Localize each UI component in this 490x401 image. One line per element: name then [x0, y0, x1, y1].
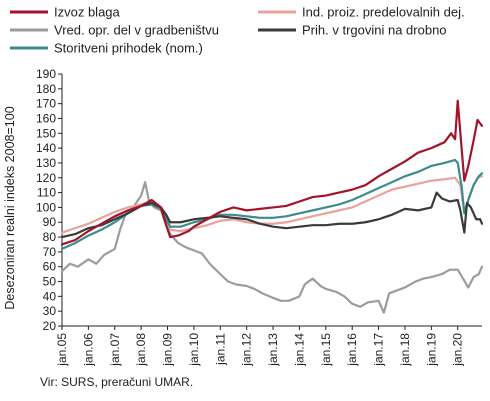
x-tick-label: jan.16 — [345, 333, 359, 367]
y-tick-label: 160 — [36, 111, 56, 125]
y-tick-label: 190 — [36, 67, 56, 81]
legend-label: Prih. v trgovini na drobno — [302, 23, 447, 38]
series-line-4 — [60, 158, 484, 251]
y-tick-label: 150 — [36, 126, 56, 140]
legend-label: Vred. opr. del v gradbeništvu — [54, 23, 219, 38]
plot-area — [60, 99, 484, 314]
y-tick-label: 60 — [43, 260, 57, 274]
y-tick-label: 110 — [37, 186, 56, 200]
y-tick-label: 30 — [43, 304, 57, 318]
legend-label: Izvoz blaga — [54, 5, 121, 20]
y-tick-label: 180 — [36, 82, 56, 96]
y-axis-label: Desezoniran realni indeks 2008=100 — [3, 106, 17, 309]
x-tick-label: jan.13 — [266, 333, 280, 367]
x-tick-label: jan.09 — [161, 333, 175, 367]
series-line-3 — [60, 191, 484, 239]
x-tick-label: jan.19 — [424, 333, 438, 367]
x-tick-label: jan.07 — [108, 333, 122, 367]
y-tick-label: 50 — [43, 275, 57, 289]
x-tick-label: jan.10 — [187, 333, 201, 367]
x-tick-label: jan.06 — [81, 333, 95, 367]
y-tick-label: 140 — [36, 141, 56, 155]
y-tick-label: 20 — [43, 319, 57, 333]
x-tick-label: jan.20 — [451, 333, 465, 367]
x-tick-label: jan.05 — [55, 333, 69, 367]
x-tick-label: jan.18 — [398, 333, 412, 367]
y-tick-label: 90 — [43, 215, 57, 229]
y-tick-label: 70 — [43, 245, 57, 259]
source-note: Vir: SURS, preračuni UMAR. — [40, 375, 193, 389]
legend-label: Storitveni prihodek (nom.) — [54, 41, 203, 56]
series-line-2 — [60, 181, 484, 314]
x-tick-label: jan.12 — [240, 333, 254, 367]
legend-label: Ind. proiz. predelovalnih dej. — [302, 5, 465, 20]
y-tick-label: 170 — [36, 97, 56, 111]
x-tick-label: jan.15 — [319, 333, 333, 367]
y-tick-label: 80 — [43, 230, 57, 244]
x-tick-label: jan.17 — [372, 333, 386, 367]
y-tick-label: 40 — [43, 289, 57, 303]
chart-legend: Izvoz blaga Ind. proiz. predelovalnih dej… — [10, 5, 465, 56]
x-tick-label: jan.11 — [213, 333, 227, 366]
x-tick-label: jan.14 — [292, 333, 306, 367]
y-axis: 2030405060708090100110120130140150160170… — [36, 67, 63, 333]
x-axis: jan.05 jan.06 jan.07 jan.08 jan.09 jan.10 jan.… — [55, 325, 482, 367]
x-tick-label: jan.08 — [134, 333, 148, 367]
series-line-0 — [60, 99, 484, 246]
series-line-1 — [60, 175, 484, 234]
y-tick-label: 130 — [36, 156, 56, 170]
y-tick-label: 100 — [36, 200, 56, 214]
y-tick-label: 120 — [36, 171, 56, 185]
